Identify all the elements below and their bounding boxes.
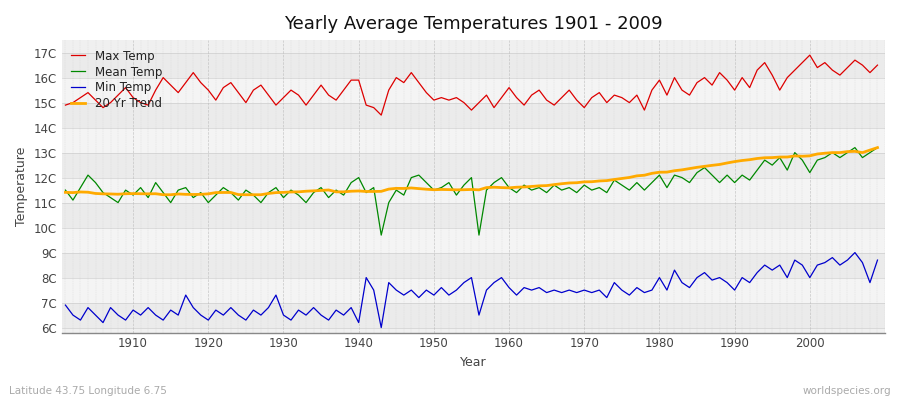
Mean Temp bbox=[511, 190, 522, 195]
Min Temp bbox=[376, 325, 387, 330]
Min Temp bbox=[872, 258, 883, 262]
20 Yr Trend bbox=[601, 178, 612, 183]
Max Temp bbox=[504, 85, 515, 90]
Min Temp bbox=[121, 318, 131, 322]
Bar bbox=[62, 202, 885, 228]
Min Temp bbox=[511, 293, 522, 298]
Min Temp bbox=[330, 308, 341, 312]
Bar bbox=[62, 178, 885, 202]
Title: Yearly Average Temperatures 1901 - 2009: Yearly Average Temperatures 1901 - 2009 bbox=[284, 15, 662, 33]
Mean Temp bbox=[60, 188, 71, 192]
20 Yr Trend bbox=[158, 192, 168, 197]
Text: Latitude 43.75 Longitude 6.75: Latitude 43.75 Longitude 6.75 bbox=[9, 386, 166, 396]
Max Temp bbox=[511, 95, 522, 100]
Bar bbox=[62, 228, 885, 252]
Y-axis label: Temperature: Temperature bbox=[15, 147, 28, 226]
Bar bbox=[62, 302, 885, 328]
Line: Mean Temp: Mean Temp bbox=[66, 148, 878, 235]
20 Yr Trend bbox=[121, 191, 131, 196]
Line: Max Temp: Max Temp bbox=[66, 55, 878, 115]
X-axis label: Year: Year bbox=[460, 356, 487, 369]
Max Temp bbox=[121, 85, 131, 90]
Min Temp bbox=[850, 250, 860, 255]
20 Yr Trend bbox=[338, 190, 349, 194]
Max Temp bbox=[805, 53, 815, 58]
Max Temp bbox=[376, 113, 387, 118]
Legend: Max Temp, Mean Temp, Min Temp, 20 Yr Trend: Max Temp, Mean Temp, Min Temp, 20 Yr Tre… bbox=[68, 46, 166, 114]
Min Temp bbox=[285, 318, 296, 322]
20 Yr Trend bbox=[60, 190, 71, 195]
Min Temp bbox=[504, 285, 515, 290]
Bar bbox=[62, 53, 885, 78]
Bar bbox=[62, 128, 885, 153]
Bar bbox=[62, 153, 885, 178]
Mean Temp bbox=[330, 188, 341, 192]
20 Yr Trend bbox=[511, 185, 522, 190]
Mean Temp bbox=[376, 233, 387, 238]
20 Yr Trend bbox=[872, 145, 883, 150]
Min Temp bbox=[60, 303, 71, 308]
Mean Temp bbox=[601, 190, 612, 195]
Min Temp bbox=[601, 295, 612, 300]
Line: 20 Yr Trend: 20 Yr Trend bbox=[66, 148, 878, 195]
Mean Temp bbox=[121, 188, 131, 192]
Max Temp bbox=[285, 88, 296, 92]
Max Temp bbox=[601, 100, 612, 105]
Max Temp bbox=[330, 98, 341, 102]
Mean Temp bbox=[504, 185, 515, 190]
Bar bbox=[62, 278, 885, 302]
Max Temp bbox=[60, 103, 71, 108]
Text: worldspecies.org: worldspecies.org bbox=[803, 386, 891, 396]
Bar bbox=[62, 103, 885, 128]
Line: Min Temp: Min Temp bbox=[66, 252, 878, 328]
Mean Temp bbox=[872, 145, 883, 150]
Bar bbox=[62, 78, 885, 103]
Mean Temp bbox=[285, 188, 296, 192]
Mean Temp bbox=[850, 145, 860, 150]
Bar bbox=[62, 252, 885, 278]
Max Temp bbox=[872, 63, 883, 68]
20 Yr Trend bbox=[504, 186, 515, 190]
20 Yr Trend bbox=[293, 190, 304, 194]
